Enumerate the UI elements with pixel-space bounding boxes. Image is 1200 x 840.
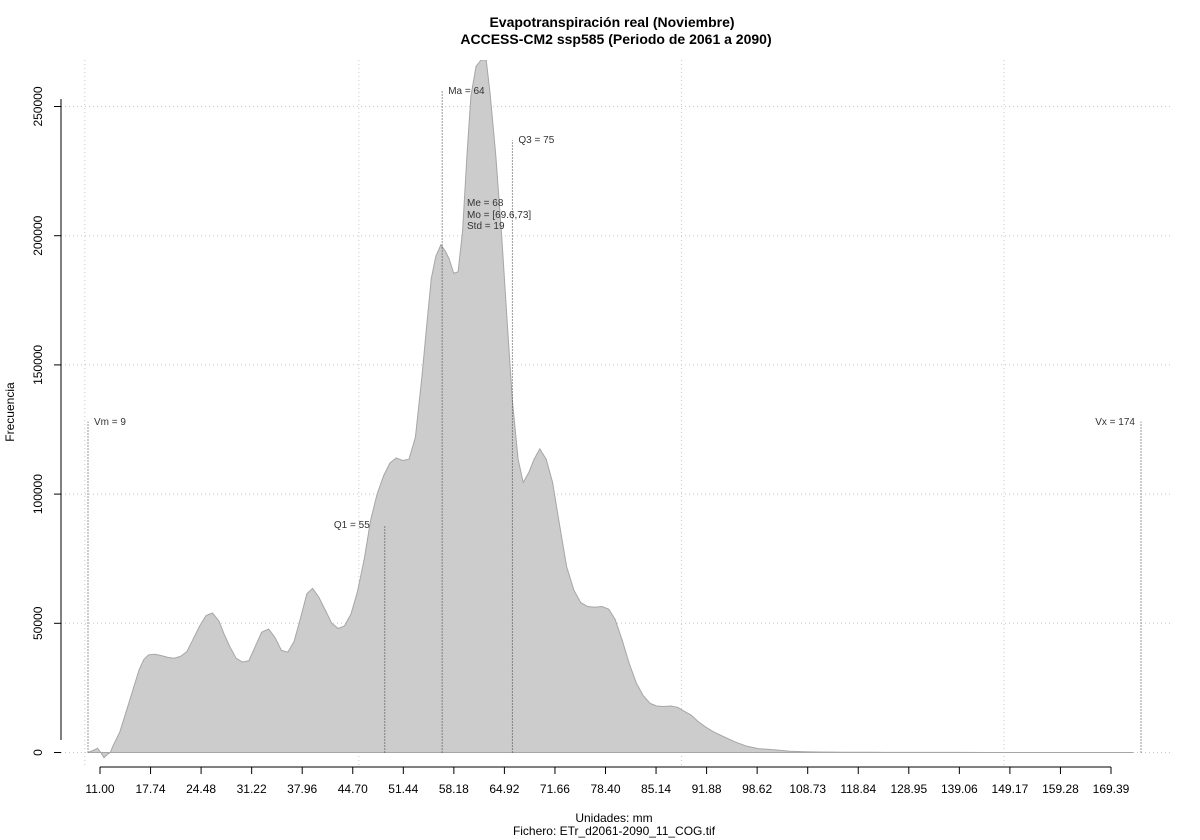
y-tick-label-5: 250000	[31, 86, 45, 126]
x-tick-label-6: 51.44	[388, 782, 418, 796]
x-tick-label-11: 85.14	[641, 782, 671, 796]
reference-lines: Vm = 9 Q1 = 55 Ma = 64 Q3 = 75 Vx = 174 Me = …	[87, 86, 1142, 753]
ref-label-3: Q3 = 75	[518, 135, 554, 146]
x-tick-label-13: 98.62	[742, 782, 772, 796]
ref-label-2: Ma = 64	[448, 86, 485, 97]
chart-title: Evapotranspiración real (Noviembre)	[489, 14, 734, 30]
x-tick-label-14: 108.73	[789, 782, 826, 796]
x-tick-label-12: 91.88	[692, 782, 722, 796]
y-tick-label-2: 100000	[31, 474, 45, 514]
x-ticks: 11.00 17.74 24.48 31.22 37.96 44.70 51.44 58.18…	[85, 767, 1130, 796]
x-tick-label-20: 169.39	[1093, 782, 1130, 796]
x-tick-label-16: 128.95	[890, 782, 927, 796]
x-tick-label-15: 118.84	[840, 782, 876, 796]
density-area	[87, 60, 1134, 759]
file-caption: Fichero: ETr_d2061-2090_11_COG.tif	[513, 824, 716, 838]
x-tick-label-9: 71.66	[540, 782, 570, 796]
plot-area	[87, 60, 1134, 759]
y-axis-label: Frecuencia	[3, 382, 17, 442]
stat-label-0: Me = 68	[467, 198, 504, 209]
x-tick-label-18: 149.17	[992, 782, 1029, 796]
ref-label-0: Vm = 9	[94, 417, 126, 428]
y-tick-label-3: 150000	[31, 345, 45, 385]
x-tick-label-4: 37.96	[287, 782, 317, 796]
x-tick-label-7: 58.18	[439, 782, 469, 796]
y-ticks: 0 50000 100000 150000 200000 250000	[31, 86, 61, 756]
x-tick-label-1: 17.74	[136, 782, 166, 796]
x-tick-label-17: 139.06	[941, 782, 978, 796]
stat-label-2: Std = 19	[467, 221, 505, 232]
x-tick-label-2: 24.48	[186, 782, 216, 796]
y-tick-label-0: 0	[31, 749, 45, 756]
x-tick-label-3: 31.22	[237, 782, 267, 796]
x-axis-label: Unidades: mm	[575, 811, 652, 825]
ref-label-1: Q1 = 55	[334, 520, 370, 531]
x-tick-label-8: 64.92	[489, 782, 519, 796]
x-tick-label-5: 44.70	[338, 782, 368, 796]
chart-subtitle: ACCESS-CM2 ssp585 (Periodo de 2061 a 209…	[460, 31, 771, 47]
y-tick-label-4: 200000	[31, 215, 45, 255]
ref-label-4: Vx = 174	[1095, 417, 1135, 428]
stat-label-1: Mo = [69.6,73]	[467, 210, 531, 221]
x-tick-label-19: 159.28	[1042, 782, 1079, 796]
y-tick-label-1: 50000	[31, 606, 45, 640]
x-tick-label-0: 11.00	[85, 782, 114, 796]
x-tick-label-10: 78.40	[590, 782, 620, 796]
